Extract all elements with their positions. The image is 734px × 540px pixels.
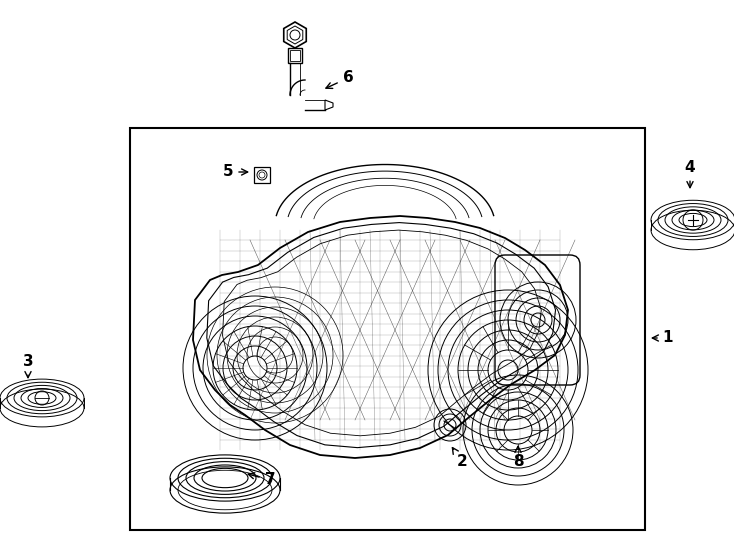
Text: 1: 1 xyxy=(653,330,673,346)
Text: 7: 7 xyxy=(248,472,275,488)
Text: 2: 2 xyxy=(452,448,468,469)
Text: 5: 5 xyxy=(222,165,247,179)
Text: 3: 3 xyxy=(23,354,33,377)
Text: 4: 4 xyxy=(685,160,695,188)
Text: 6: 6 xyxy=(326,71,353,89)
Bar xyxy=(254,167,270,183)
Bar xyxy=(290,50,300,61)
Bar xyxy=(288,48,302,63)
Text: 8: 8 xyxy=(512,447,523,469)
Bar xyxy=(130,128,645,530)
